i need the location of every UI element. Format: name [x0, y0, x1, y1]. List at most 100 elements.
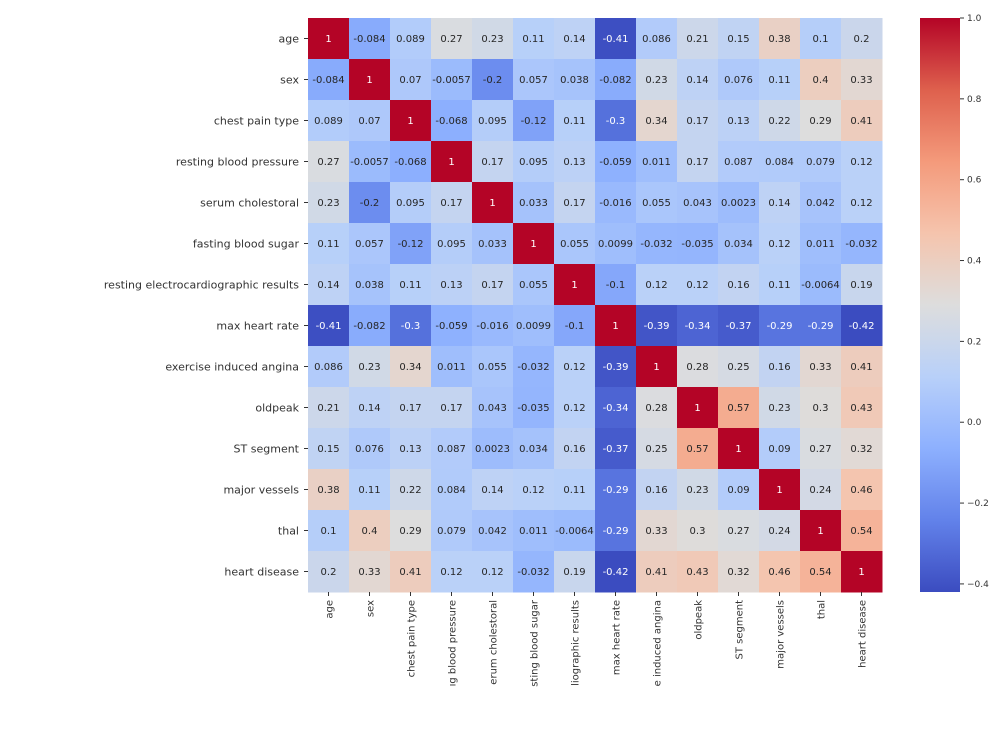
cell-value-label: -0.37	[726, 321, 752, 332]
colorbar-tick-label: 0.0	[967, 418, 982, 428]
cell-value-label: 0.15	[317, 444, 339, 455]
heatmap-cell	[349, 182, 391, 224]
cell-value-label: -0.084	[353, 34, 385, 45]
cell-value-label: -0.0064	[801, 280, 840, 291]
heatmap-cell	[472, 264, 514, 306]
cell-value-label: 0.011	[519, 526, 548, 537]
colorbar-tick-label: 1.0	[967, 14, 982, 24]
cell-value-label: 0.076	[724, 75, 753, 86]
cell-value-label: 0.46	[768, 567, 790, 578]
cell-value-label: 0.011	[437, 362, 466, 373]
cell-value-label: -0.035	[681, 239, 713, 250]
cell-value-label: 0.22	[399, 485, 421, 496]
heatmap-cell	[431, 18, 473, 60]
heatmap-cell	[554, 428, 596, 470]
row-label: ST segment	[234, 443, 300, 456]
row-label: chest pain type	[214, 115, 299, 128]
heatmap-cell	[390, 100, 432, 142]
cell-value-label: 0.09	[727, 485, 749, 496]
cell-value-label: -0.0064	[555, 526, 594, 537]
cell-value-label: 1	[366, 75, 372, 86]
cell-value-label: 0.12	[563, 362, 585, 373]
cell-value-label: 0.27	[727, 526, 749, 537]
cell-value-label: 0.29	[399, 526, 421, 537]
heatmap-cell	[800, 141, 842, 183]
heatmap-cell	[718, 59, 760, 101]
heatmap-cell	[718, 18, 760, 60]
cell-value-label: 0.12	[850, 198, 872, 209]
heatmap-cell	[677, 510, 719, 552]
heatmap-cell	[349, 305, 391, 347]
heatmap-cell	[759, 469, 801, 511]
heatmap-cell	[759, 141, 801, 183]
heatmap-cell	[636, 264, 678, 306]
cell-value-label: 0.33	[809, 362, 831, 373]
heatmap-cell	[677, 264, 719, 306]
heatmap-cell	[677, 18, 719, 60]
column-label: e induced angina	[653, 600, 664, 686]
cell-value-label: 0.21	[317, 403, 339, 414]
cell-value-label: 1	[735, 444, 741, 455]
heatmap-cell	[390, 469, 432, 511]
cell-value-label: 0.13	[440, 280, 462, 291]
cell-value-label: -0.29	[767, 321, 793, 332]
cell-value-label: 0.13	[399, 444, 421, 455]
heatmap-cell	[636, 59, 678, 101]
heatmap-cell	[718, 141, 760, 183]
heatmap-cell	[595, 305, 637, 347]
heatmap-cell	[513, 59, 555, 101]
column-label: ST segment	[735, 600, 746, 660]
heatmap-cell	[431, 305, 473, 347]
row-label: heart disease	[224, 566, 299, 579]
heatmap-cell	[800, 264, 842, 306]
cell-value-label: 0.16	[563, 444, 585, 455]
cell-value-label: 0.46	[850, 485, 872, 496]
heatmap-cell	[595, 428, 637, 470]
cell-value-label: 0.033	[478, 239, 507, 250]
heatmap-cell	[554, 551, 596, 593]
row-label: resting electrocardiographic results	[104, 279, 299, 292]
cell-value-label: -0.035	[517, 403, 549, 414]
heatmap-cell	[759, 182, 801, 224]
heatmap-cell	[554, 141, 596, 183]
heatmap-cell	[759, 510, 801, 552]
heatmap-cell	[759, 551, 801, 593]
heatmap-cell	[595, 223, 637, 265]
cell-value-label: 1	[694, 403, 700, 414]
cell-value-label: 0.07	[399, 75, 421, 86]
heatmap-cell	[513, 387, 555, 429]
cell-value-label: -0.42	[849, 321, 875, 332]
heatmap-cell	[472, 346, 514, 388]
heatmap-cell	[431, 387, 473, 429]
heatmap-cell	[841, 346, 883, 388]
column-label: max heart rate	[612, 600, 623, 675]
cell-value-label: 0.16	[768, 362, 790, 373]
cell-value-label: 0.095	[478, 116, 507, 127]
cell-value-label: 0.38	[768, 34, 790, 45]
heatmap-cell	[595, 182, 637, 224]
column-label: major vessels	[776, 600, 787, 669]
cell-value-label: 0.21	[686, 34, 708, 45]
cell-value-label: 0.034	[519, 444, 548, 455]
cell-value-label: 0.089	[396, 34, 425, 45]
row-label: oldpeak	[255, 402, 299, 415]
cell-value-label: 0.043	[683, 198, 712, 209]
column-label: oldpeak	[694, 600, 705, 640]
heatmap-cell	[513, 346, 555, 388]
cell-value-label: -0.12	[521, 116, 547, 127]
heatmap-cell	[472, 18, 514, 60]
heatmap-cell	[677, 223, 719, 265]
cell-value-label: -0.059	[599, 157, 631, 168]
cell-value-label: 0.0099	[598, 239, 633, 250]
cell-value-label: 1	[817, 526, 823, 537]
colorbar-tick-label: −0.4	[967, 580, 989, 590]
colorbar: 1.0 0.8 0.6 0.4 0.2 0.0 −0.2 −0.4	[920, 14, 989, 592]
row-labels: age sex chest pain type resting blood press…	[104, 33, 308, 579]
heatmap-cell	[390, 428, 432, 470]
heatmap-cell	[595, 510, 637, 552]
heatmap-cell	[554, 264, 596, 306]
cell-value-label: 0.33	[358, 567, 380, 578]
heatmap-cell	[841, 223, 883, 265]
cell-value-label: -0.032	[640, 239, 672, 250]
heatmap-cell	[349, 510, 391, 552]
